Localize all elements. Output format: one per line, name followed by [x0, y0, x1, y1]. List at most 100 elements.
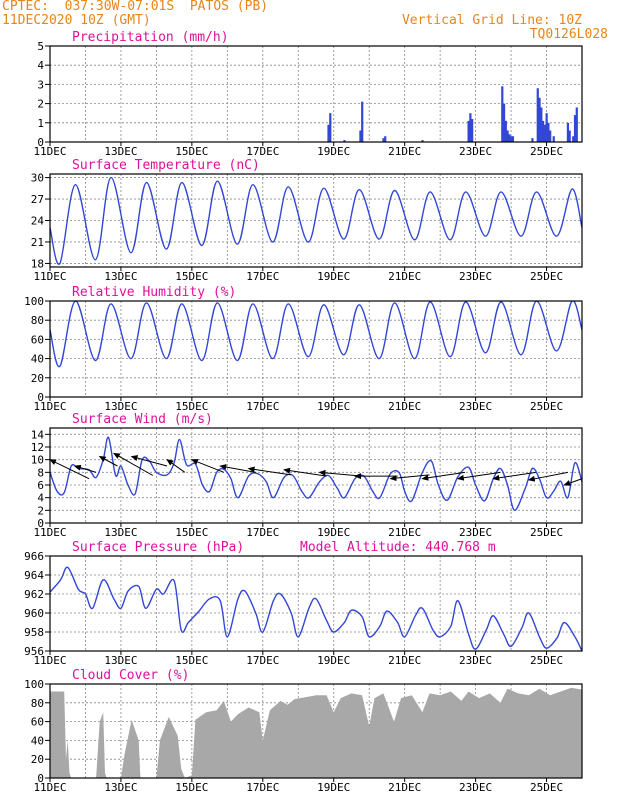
pressure-annotation: Model Altitude: 440.768 m: [300, 540, 496, 555]
precipitation-bar: [467, 120, 470, 142]
precipitation-bar: [384, 136, 387, 142]
precipitation-bar: [359, 130, 362, 142]
temperature-ytick-label: 18: [31, 257, 44, 270]
precipitation-bar: [536, 88, 539, 142]
precipitation-xtick-label: 25DEC: [530, 145, 563, 158]
wind-arrow: [563, 478, 582, 486]
wind-arrow: [50, 459, 90, 480]
cloud-cover-xtick-label: 21DEC: [388, 781, 421, 794]
pressure-xtick-label: 17DEC: [246, 654, 279, 667]
precipitation-xtick-label: 23DEC: [459, 145, 492, 158]
pressure-xtick-label: 13DEC: [104, 654, 137, 667]
temperature-xtick-label: 13DEC: [104, 270, 137, 283]
cloud-cover-ytick-label: 100: [24, 678, 44, 691]
precipitation-ytick-label: 4: [37, 59, 44, 72]
humidity-line: [50, 301, 582, 368]
wind-arrow: [73, 464, 97, 473]
humidity-series: [50, 301, 582, 368]
humidity-ytick-label: 40: [31, 353, 44, 366]
wind-arrow: [166, 459, 186, 473]
pressure-ytick-label: 962: [24, 588, 44, 601]
cloud-cover-ytick-label: 80: [31, 697, 44, 710]
cloud-cover-ytick-label: 20: [31, 753, 44, 766]
pressure-ytick-label: 964: [24, 569, 44, 582]
precipitation-bar: [543, 124, 546, 142]
cloud-cover-xtick-label: 17DEC: [246, 781, 279, 794]
wind-xtick-label: 11DEC: [33, 526, 66, 539]
wind-xtick-label: 19DEC: [317, 526, 350, 539]
wind-xtick-label: 17DEC: [246, 526, 279, 539]
precipitation-xtick-label: 13DEC: [104, 145, 137, 158]
wind-frame: [49, 427, 583, 524]
precipitation-bar: [568, 130, 571, 142]
wind-arrow: [130, 455, 168, 467]
temperature-xtick-label: 11DEC: [33, 270, 66, 283]
pressure-series: [50, 566, 582, 651]
wind-arrow: [247, 466, 292, 476]
pressure-frame: [49, 555, 583, 652]
pressure-ytick-label: 960: [24, 607, 44, 620]
wind-series: [50, 436, 582, 511]
wind-arrow: [421, 471, 466, 481]
precipitation-frame: [49, 45, 583, 143]
precipitation-xtick-label: 11DEC: [33, 145, 66, 158]
precipitation-bar: [382, 138, 385, 142]
cloud-cover-xtick-label: 19DEC: [317, 781, 350, 794]
vertical-grid-info: Vertical Grid Line: 10Z: [401, 13, 582, 28]
precipitation-ytick-label: 5: [37, 40, 44, 53]
cloud-cover-xtick-label: 13DEC: [104, 781, 137, 794]
humidity-xtick-label: 15DEC: [175, 400, 208, 413]
humidity-xtick-label: 25DEC: [530, 400, 563, 413]
temperature-xtick-label: 23DEC: [459, 270, 492, 283]
humidity-title: Relative Humidity (%): [72, 285, 236, 300]
pressure-title: Surface Pressure (hPa): [72, 540, 244, 555]
precipitation-bar: [329, 113, 332, 142]
wind-arrow: [492, 471, 536, 481]
precipitation-ytick-label: 2: [37, 98, 44, 111]
precipitation-bar: [566, 122, 570, 142]
pressure-xtick-label: 23DEC: [459, 654, 492, 667]
wind-ytick-label: 6: [37, 479, 44, 492]
wind-arrow: [527, 471, 568, 482]
cloud-cover-ytick-label: 40: [31, 734, 44, 747]
pressure-xtick-label: 11DEC: [33, 654, 66, 667]
precipitation-bar: [343, 140, 346, 142]
precipitation-bar: [504, 120, 507, 142]
precipitation-ytick-label: 3: [37, 78, 44, 91]
wind-xtick-label: 15DEC: [175, 526, 208, 539]
cloud-cover-frame: [49, 683, 583, 779]
precipitation-bar: [545, 113, 548, 142]
cloud-cover-series: [50, 687, 582, 778]
cloud-cover-ytick-label: 0: [37, 772, 44, 785]
cloud-cover-area: [50, 687, 582, 778]
model-code: TQ0126L028: [529, 27, 608, 42]
precipitation-bar: [575, 107, 578, 142]
wind-ytick-label: 0: [37, 517, 44, 530]
temperature-ytick-label: 30: [31, 172, 44, 185]
temperature-xtick-label: 21DEC: [388, 270, 421, 283]
temperature-ytick-label: 21: [31, 236, 44, 249]
precipitation-ytick-label: 0: [37, 136, 44, 149]
cloud-cover-xtick-label: 11DEC: [33, 781, 66, 794]
precipitation-bar: [531, 138, 534, 142]
precipitation-bar: [502, 103, 506, 142]
precipitation-bar: [511, 136, 515, 142]
forecast-date: 11DEC2020 10Z (GMT): [2, 13, 151, 28]
wind-title: Surface Wind (m/s): [72, 412, 213, 427]
pressure-ytick-label: 956: [24, 645, 44, 658]
precipitation-bar: [469, 113, 472, 142]
precipitation-xtick-label: 15DEC: [175, 145, 208, 158]
precipitation-bar: [327, 124, 330, 142]
precipitation-bar: [547, 122, 550, 142]
temperature-frame: [49, 173, 583, 268]
wind-line: [50, 436, 582, 511]
precipitation-title: Precipitation (mm/h): [72, 30, 229, 45]
wind-xtick-label: 23DEC: [459, 526, 492, 539]
wind-arrow: [112, 452, 154, 476]
humidity-xtick-label: 17DEC: [246, 400, 279, 413]
temperature-title: Surface Temperature (nC): [72, 158, 260, 173]
temperature-ytick-label: 27: [31, 193, 44, 206]
humidity-ytick-label: 0: [37, 391, 44, 404]
precipitation-bar: [541, 120, 545, 142]
